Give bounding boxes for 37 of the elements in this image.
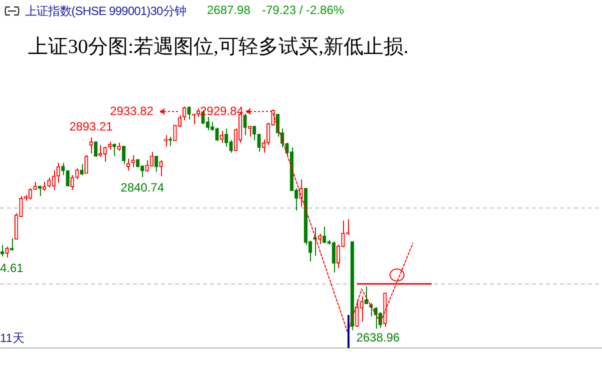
- candlestick: [84, 154, 88, 174]
- text: 11天: [0, 330, 24, 347]
- annotation: 2893.21: [69, 120, 114, 134]
- annotation: 2840.74: [120, 180, 164, 194]
- candlestick: [299, 178, 303, 208]
- annotation: 4.61: [0, 260, 24, 275]
- text: 2687.98: [207, 3, 250, 17]
- annotation: 2933.82: [110, 104, 154, 118]
- candlestick: [98, 144, 102, 158]
- candlestick: [215, 127, 219, 142]
- candlestick: [145, 160, 149, 172]
- candlestick: [322, 226, 326, 244]
- candlestick: [262, 138, 266, 154]
- candlestick: [70, 174, 74, 191]
- text: -79.23 / -2.86%: [262, 3, 344, 17]
- candlestick: [94, 141, 98, 158]
- candlestick: [355, 299, 359, 328]
- candlestick: [75, 168, 79, 180]
- candlestick: [159, 160, 163, 177]
- annotation: 2638.96: [356, 330, 400, 344]
- candlestick: [47, 176, 51, 188]
- candlestick: [234, 128, 238, 152]
- candlestick: [126, 158, 130, 172]
- candlestick: [140, 164, 144, 178]
- candlestick: [66, 170, 70, 187]
- annotation: 2929.84: [200, 104, 244, 118]
- candlestick: [294, 188, 298, 212]
- candlestick: [182, 106, 186, 121]
- candlestick: [56, 162, 60, 184]
- chart-title: 上证30分图:若遇图位,可轻多试买,新低止损.: [28, 35, 409, 60]
- chart-subtitle: 上证指数(SHSE 999001)30分钟: [25, 3, 186, 20]
- candlestick: [89, 136, 93, 154]
- candlestick: [5, 246, 9, 258]
- candlestick: [103, 146, 107, 162]
- candlestick: [220, 130, 224, 144]
- candlestick: [243, 113, 247, 136]
- candlestick: [187, 106, 191, 120]
